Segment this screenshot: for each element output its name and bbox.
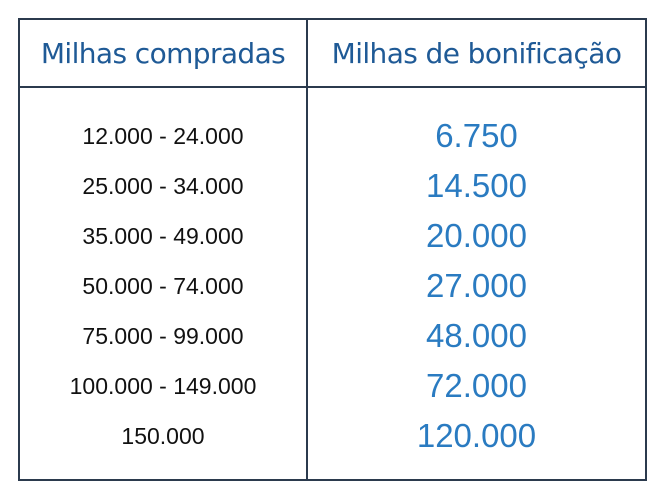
- purchased-range-cell: 100.000 - 149.000: [69, 372, 257, 399]
- purchased-range-cell: 150.000: [121, 422, 205, 449]
- header-purchased-miles: Milhas compradas: [40, 36, 286, 70]
- purchased-range-cell: 50.000 - 74.000: [82, 272, 244, 299]
- header-divider: [20, 86, 645, 88]
- bonus-miles-cell: 120.000: [416, 417, 537, 454]
- column-divider: [306, 20, 308, 479]
- table-row: 25.000 - 34.000 14.500: [20, 161, 645, 211]
- table-row: 150.000 120.000: [20, 411, 645, 461]
- purchased-range-cell: 25.000 - 34.000: [82, 172, 244, 199]
- table-row: 12.000 - 24.000 6.750: [20, 111, 645, 161]
- bonus-miles-cell: 72.000: [426, 367, 527, 404]
- bonus-miles-cell: 48.000: [426, 317, 527, 354]
- table-row: 75.000 - 99.000 48.000: [20, 311, 645, 361]
- purchased-range-cell: 35.000 - 49.000: [82, 222, 244, 249]
- bonus-miles-cell: 6.750: [435, 117, 518, 154]
- header-bonus-miles: Milhas de bonificação: [331, 36, 622, 70]
- purchased-range-cell: 75.000 - 99.000: [82, 322, 244, 349]
- table-row: 35.000 - 49.000 20.000: [20, 211, 645, 261]
- purchased-range-cell: 12.000 - 24.000: [82, 122, 244, 149]
- miles-bonus-table: Milhas compradas Milhas de bonificação 1…: [18, 18, 647, 481]
- table-row: 50.000 - 74.000 27.000: [20, 261, 645, 311]
- bonus-miles-cell: 20.000: [426, 217, 527, 254]
- table-row: 100.000 - 149.000 72.000: [20, 361, 645, 411]
- bonus-miles-cell: 14.500: [426, 167, 527, 204]
- table-body: 12.000 - 24.000 6.750 25.000 - 34.000 14…: [20, 111, 645, 461]
- bonus-miles-cell: 27.000: [426, 267, 527, 304]
